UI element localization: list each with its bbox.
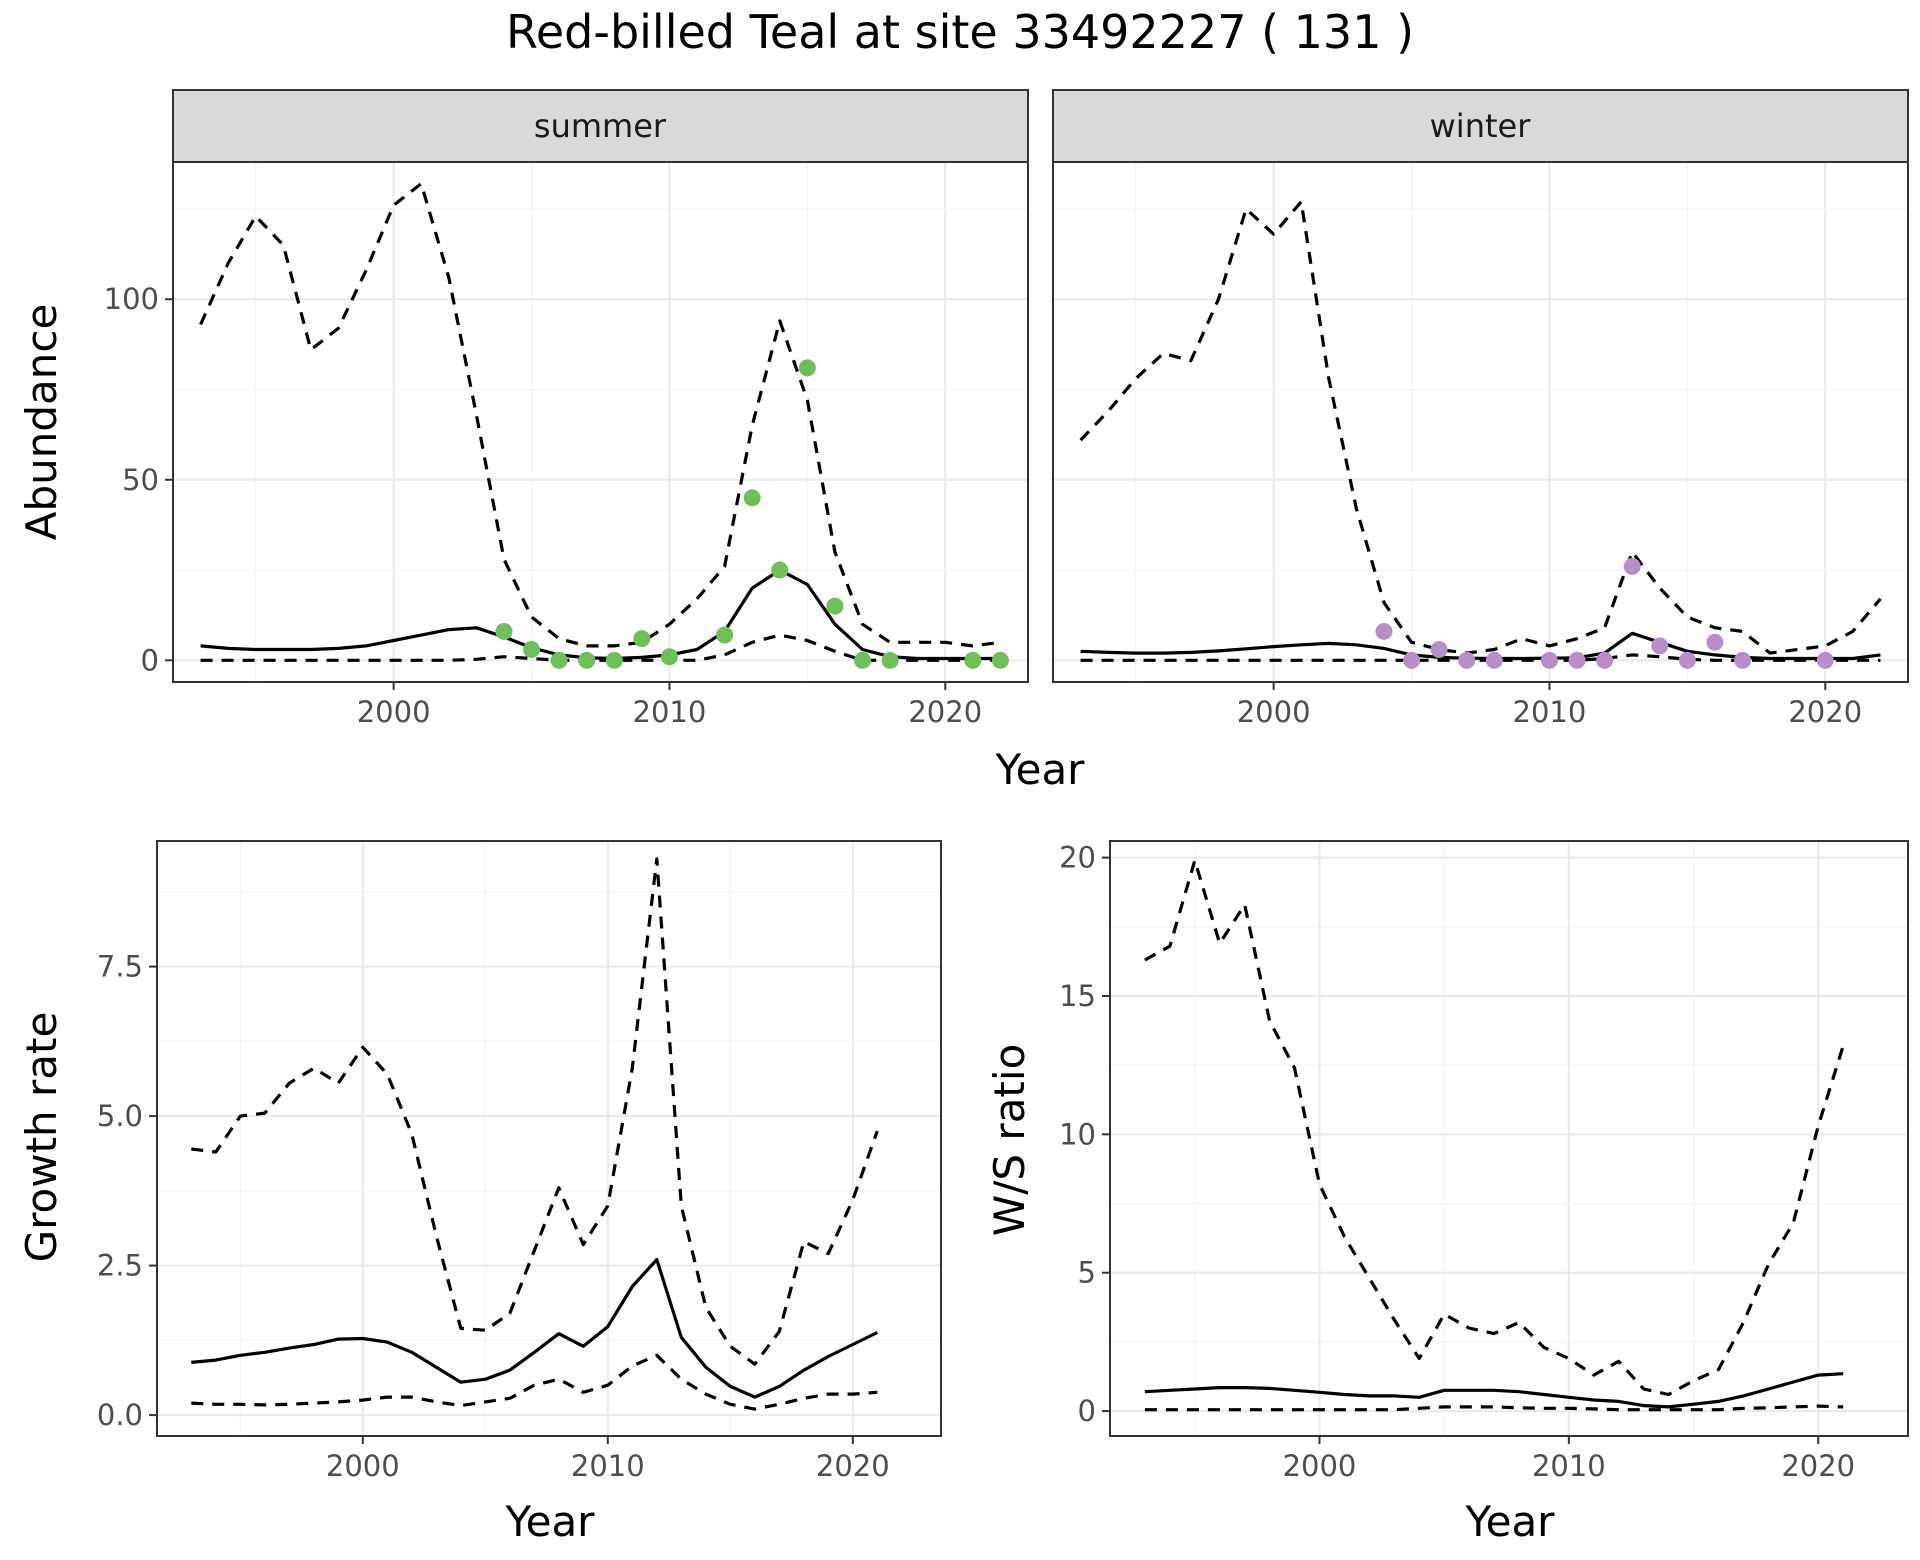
summer-observation-point <box>991 651 1009 669</box>
winter-strip-label: winter <box>1430 107 1532 145</box>
x-tick-label: 2020 <box>1788 695 1862 729</box>
y-tick-label: 0.0 <box>97 1398 143 1432</box>
summer-observation-point <box>633 630 651 648</box>
summer-panel-border <box>172 161 1029 683</box>
winter-observation-point <box>1403 651 1421 669</box>
x-tick-label: 2000 <box>1237 695 1311 729</box>
summer-observation-point <box>743 489 761 507</box>
x-tick-label: 2000 <box>326 1449 400 1483</box>
summer-observation-point <box>716 626 734 644</box>
growth-lower-ci-line <box>191 1353 878 1411</box>
summer-panel: summer 2000 2010 2020 0 50 100 <box>104 89 1029 729</box>
winter-lower-ci-line <box>1080 653 1881 662</box>
winter-mean-line <box>1080 631 1881 661</box>
summer-observation-point <box>771 561 789 579</box>
y-tick-label: 2.5 <box>97 1249 143 1283</box>
winter-observation-point <box>1678 651 1696 669</box>
y-tick-label: 0 <box>1078 1394 1096 1428</box>
summer-observation-point <box>854 651 872 669</box>
ws-x-title: Year <box>1465 1497 1556 1546</box>
growth-panel-border <box>156 840 942 1437</box>
winter-panel: winter 2000 2010 2020 <box>1052 89 1909 729</box>
y-tick-label: 7.5 <box>97 950 143 984</box>
x-tick-label: 2000 <box>1283 1449 1357 1483</box>
summer-upper-ci-line <box>199 182 1001 648</box>
winter-observation-point <box>1485 651 1503 669</box>
y-tick-label: 5 <box>1078 1256 1096 1290</box>
winter-strip <box>1052 89 1909 163</box>
winter-observation-point <box>1623 557 1641 575</box>
ws-ratio-plot: 2000 2010 2020 0 5 10 15 20 <box>1059 840 1909 1483</box>
summer-observation-point <box>881 651 899 669</box>
summer-observation-point <box>964 651 982 669</box>
ws-mean-line <box>1144 1372 1844 1409</box>
summer-observation-point <box>523 641 541 658</box>
winter-observation-point <box>1430 641 1448 658</box>
summer-strip <box>172 89 1029 163</box>
winter-observation-point <box>1458 651 1476 669</box>
x-tick-label: 2010 <box>1513 695 1587 729</box>
summer-observation-point <box>495 622 513 640</box>
y-tick-label: 15 <box>1059 979 1096 1013</box>
x-tick-label: 2010 <box>1532 1449 1606 1483</box>
summer-observation-point <box>578 651 596 669</box>
winter-observation-point <box>1651 637 1669 655</box>
summer-mean-line <box>200 568 1001 661</box>
summer-plot: 2000 2010 2020 0 50 100 <box>104 161 1029 729</box>
summer-observation-point <box>550 651 568 669</box>
y-tick-label: 50 <box>122 463 159 497</box>
winter-upper-ci-line <box>1079 200 1882 655</box>
y-tick-label: 5.0 <box>97 1099 143 1133</box>
x-tick-label: 2020 <box>816 1449 890 1483</box>
growth-upper-ci-line <box>191 857 879 1366</box>
summer-observation-point <box>826 597 844 615</box>
winter-observation-point <box>1816 651 1834 669</box>
ws-lower-ci-line <box>1144 1404 1844 1412</box>
y-tick-label: 20 <box>1059 841 1096 875</box>
winter-observation-point <box>1375 622 1393 640</box>
summer-observation-point <box>605 651 623 669</box>
winter-observation-point <box>1734 651 1752 669</box>
x-tick-label: 2010 <box>571 1449 645 1483</box>
ws-y-title: W/S ratio <box>985 1044 1034 1237</box>
ws-panel-border <box>1109 840 1909 1437</box>
y-tick-label: 100 <box>104 282 159 316</box>
growth-rate-plot: 2000 2010 2020 0.0 2.5 5.0 7.5 <box>97 840 942 1483</box>
ws-upper-ci-line <box>1144 858 1845 1397</box>
plot-title: Red-billed Teal at site 33492227 ( 131 ) <box>506 5 1414 59</box>
winter-plot: 2000 2010 2020 <box>1052 161 1909 729</box>
x-tick-label: 2020 <box>1781 1449 1855 1483</box>
y-tick-label: 10 <box>1059 1117 1096 1151</box>
growth-mean-line <box>191 1258 879 1399</box>
growth-y-title: Growth rate <box>17 1012 66 1263</box>
x-tick-label: 2020 <box>908 695 982 729</box>
winter-observation-point <box>1540 651 1558 669</box>
winter-observation-point <box>1596 651 1614 669</box>
abundance-x-title: Year <box>995 745 1086 794</box>
x-tick-label: 2010 <box>633 695 707 729</box>
winter-observation-point <box>1706 633 1724 651</box>
growth-x-title: Year <box>505 1497 596 1546</box>
summer-observation-point <box>798 359 816 377</box>
summer-strip-label: summer <box>534 107 667 145</box>
abundance-y-title: Abundance <box>17 304 66 541</box>
summer-observation-point <box>660 648 678 666</box>
y-tick-label: 0 <box>141 643 159 677</box>
winter-panel-border <box>1052 161 1909 683</box>
winter-observation-point <box>1568 651 1586 669</box>
x-tick-label: 2000 <box>357 695 431 729</box>
